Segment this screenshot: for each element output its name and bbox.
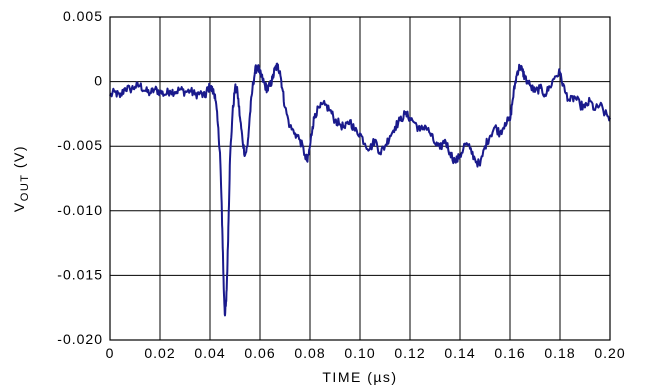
y-axis-label-unit: (V)	[11, 145, 27, 174]
y-tick-label: -0.010	[57, 202, 103, 218]
x-tick-label: 0.14	[444, 345, 475, 361]
x-tick-label: 0.04	[194, 345, 225, 361]
x-tick-label: 0.20	[594, 345, 625, 361]
x-tick-label: 0.16	[494, 345, 525, 361]
series-layer	[109, 62, 611, 317]
y-tick-label: 0	[94, 73, 103, 89]
x-tick-label: 0.18	[544, 345, 575, 361]
series-line	[109, 62, 611, 317]
y-axis-label-main: V	[11, 201, 27, 212]
y-tick-label: 0.005	[63, 8, 103, 24]
y-axis-label-subscript: OUT	[19, 173, 31, 201]
x-tick-label: 0	[106, 345, 115, 361]
x-tick-label: 0.02	[144, 345, 175, 361]
y-axis-label: VOUT (V)	[11, 145, 31, 212]
x-tick-label: 0.06	[244, 345, 275, 361]
y-tick-label: -0.020	[57, 331, 103, 347]
x-tick-label: 0.10	[344, 345, 375, 361]
x-axis-label: TIME (µs)	[322, 369, 397, 385]
x-tick-label: 0.08	[294, 345, 325, 361]
plot-frame	[109, 16, 611, 341]
y-tick-label: -0.015	[57, 266, 103, 282]
y-tick-labels: 0.005 0 -0.005 -0.010 -0.015 -0.020	[57, 8, 103, 347]
x-tick-label: 0.12	[394, 345, 425, 361]
x-tick-labels: 0 0.02 0.04 0.06 0.08 0.10 0.12 0.14 0.16 0.18 0.2…	[106, 345, 625, 361]
y-tick-label: -0.005	[57, 137, 103, 153]
grid-lines	[109, 16, 611, 341]
